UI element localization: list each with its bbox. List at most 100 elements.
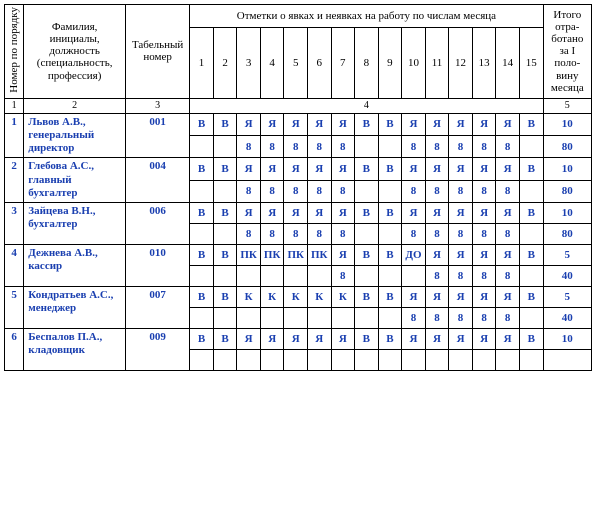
day-code-cell: В: [213, 113, 237, 135]
day-hours-cell: [213, 307, 237, 328]
day-code-cell: Я: [425, 328, 449, 349]
hdr-total: Итого отра- ботано за I поло- вину месяц…: [543, 5, 591, 99]
hdr-day-7: 7: [331, 28, 355, 99]
day-code-cell: В: [190, 286, 214, 307]
employee-number: 3: [5, 202, 24, 244]
day-code-cell: Я: [237, 113, 261, 135]
day-hours-cell: [307, 349, 331, 370]
day-code-cell: ПК: [307, 244, 331, 265]
day-code-cell: К: [284, 286, 308, 307]
day-code-cell: Я: [402, 113, 426, 135]
hdr-day-4: 4: [260, 28, 284, 99]
day-code-cell: К: [331, 286, 355, 307]
day-hours-cell: [284, 349, 308, 370]
hdr-day-14: 14: [496, 28, 520, 99]
employee-total-hours: 40: [543, 307, 591, 328]
day-code-cell: Я: [449, 202, 473, 223]
day-hours-cell: 8: [449, 223, 473, 244]
timesheet-header: Номер по порядку Фамилия, инициалы, долж…: [5, 5, 592, 114]
employee-tab-number: 007: [126, 286, 190, 328]
day-code-cell: Я: [496, 158, 520, 180]
employee-tab-number: 001: [126, 113, 190, 158]
day-hours-cell: 8: [496, 307, 520, 328]
day-hours-cell: [260, 265, 284, 286]
day-hours-cell: 8: [284, 180, 308, 202]
hdr-day-1: 1: [190, 28, 214, 99]
day-code-cell: В: [190, 158, 214, 180]
day-hours-cell: 8: [237, 136, 261, 158]
day-code-cell: Я: [425, 113, 449, 135]
day-code-cell: Я: [472, 113, 496, 135]
day-code-cell: Я: [284, 328, 308, 349]
day-code-cell: Я: [331, 244, 355, 265]
day-hours-cell: 8: [402, 307, 426, 328]
hdr-day-8: 8: [355, 28, 379, 99]
hdr-day-10: 10: [402, 28, 426, 99]
day-hours-cell: 8: [425, 136, 449, 158]
day-hours-cell: [190, 180, 214, 202]
day-hours-cell: [213, 265, 237, 286]
day-code-cell: Я: [449, 328, 473, 349]
hdr-day-11: 11: [425, 28, 449, 99]
employee-total-days: 10: [543, 328, 591, 349]
day-code-cell: В: [190, 113, 214, 135]
day-code-cell: Я: [331, 202, 355, 223]
day-hours-cell: 8: [402, 223, 426, 244]
day-hours-cell: [355, 307, 379, 328]
day-hours-cell: [378, 307, 402, 328]
day-hours-cell: [378, 223, 402, 244]
day-hours-cell: [213, 180, 237, 202]
employee-number: 6: [5, 328, 24, 370]
day-hours-cell: [190, 349, 214, 370]
day-hours-cell: 8: [331, 223, 355, 244]
idx-2: 2: [24, 98, 126, 113]
day-hours-cell: [260, 307, 284, 328]
day-hours-cell: [378, 180, 402, 202]
day-code-cell: Я: [331, 158, 355, 180]
day-code-cell: Я: [307, 113, 331, 135]
day-code-cell: Я: [402, 202, 426, 223]
employee-total-hours: 80: [543, 136, 591, 158]
day-code-cell: В: [519, 286, 543, 307]
employee-name: Дежнева А.В., кассир: [24, 244, 126, 286]
employee-number: 2: [5, 158, 24, 203]
day-hours-cell: 8: [284, 223, 308, 244]
day-hours-cell: [472, 349, 496, 370]
employee-number: 4: [5, 244, 24, 286]
day-hours-cell: 8: [331, 180, 355, 202]
day-code-cell: Я: [307, 158, 331, 180]
employee-total-days: 5: [543, 286, 591, 307]
day-code-cell: Я: [472, 244, 496, 265]
day-hours-cell: [402, 265, 426, 286]
day-hours-cell: [237, 265, 261, 286]
day-code-cell: ПК: [260, 244, 284, 265]
day-code-cell: В: [213, 328, 237, 349]
day-code-cell: Я: [425, 286, 449, 307]
idx-3: 3: [126, 98, 190, 113]
day-hours-cell: 8: [449, 180, 473, 202]
day-code-cell: В: [378, 202, 402, 223]
hdr-day-9: 9: [378, 28, 402, 99]
day-hours-cell: [190, 265, 214, 286]
day-code-cell: Я: [425, 158, 449, 180]
day-code-cell: В: [378, 244, 402, 265]
day-code-cell: Я: [237, 328, 261, 349]
day-code-cell: Я: [331, 328, 355, 349]
day-code-cell: Я: [402, 328, 426, 349]
day-code-cell: В: [190, 244, 214, 265]
employee-name: Кондратьев А.С., менеджер: [24, 286, 126, 328]
day-hours-cell: [213, 223, 237, 244]
day-hours-cell: 8: [449, 307, 473, 328]
day-hours-cell: 8: [307, 223, 331, 244]
hdr-order-no: Номер по порядку: [5, 5, 24, 99]
day-code-cell: Я: [402, 286, 426, 307]
day-code-cell: В: [378, 113, 402, 135]
day-code-cell: В: [355, 158, 379, 180]
idx-4: 4: [190, 98, 543, 113]
day-code-cell: В: [378, 158, 402, 180]
day-hours-cell: [355, 180, 379, 202]
employee-number: 1: [5, 113, 24, 158]
day-code-cell: ДО: [402, 244, 426, 265]
employee-name: Зайцева В.Н., бухгалтер: [24, 202, 126, 244]
day-hours-cell: 8: [472, 136, 496, 158]
